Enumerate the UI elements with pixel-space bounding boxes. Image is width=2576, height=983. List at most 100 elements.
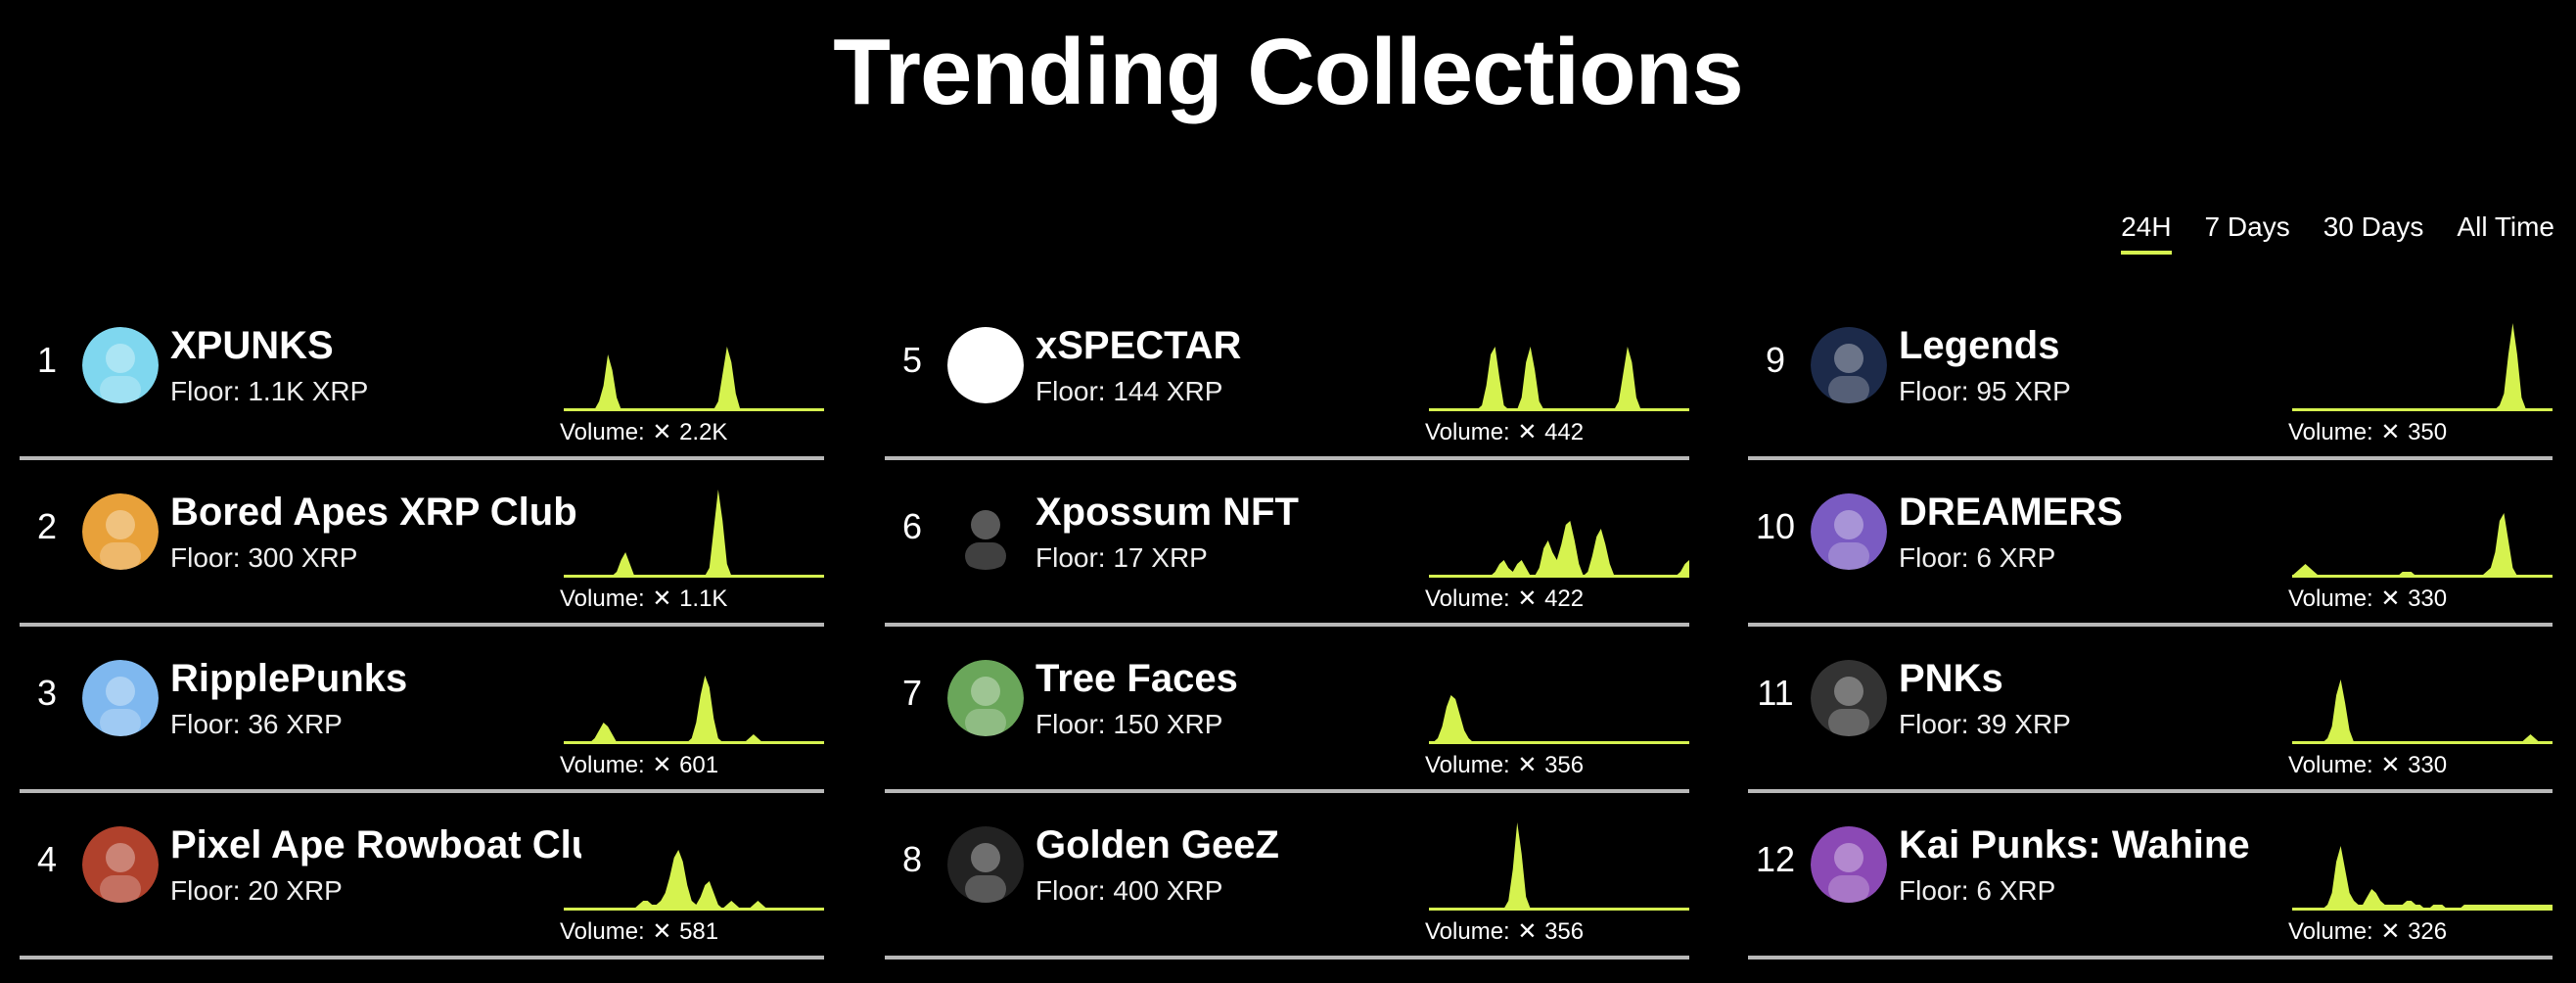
volume-sparkline (1429, 695, 1689, 744)
collection-avatar-image (82, 327, 159, 403)
row-divider (20, 456, 824, 460)
collection-name[interactable]: xSPECTAR (1035, 324, 1242, 367)
collection-rank: 12 (1755, 839, 1796, 879)
volume-value: 330 (2408, 752, 2448, 778)
sparkline-area (2292, 323, 2553, 409)
sparkline-area (1429, 695, 1689, 742)
collection-volume: Volume: ✕ 330 (2288, 582, 2447, 617)
sparkline-area (1429, 347, 1689, 409)
collection-row[interactable]: 7 Tree Faces Floor: 150 XRP Volume: ✕ 356 (885, 627, 1689, 793)
tab-all-time[interactable]: All Time (2457, 211, 2554, 242)
collection-rank: 11 (1757, 673, 1794, 713)
collection-row[interactable]: 5 xSPECTAR Floor: 144 XRP Volume: ✕ 442 (885, 294, 1689, 460)
collection-avatar[interactable] (947, 826, 1024, 903)
sparkline-area (1429, 521, 1689, 576)
collection-avatar[interactable] (82, 660, 159, 736)
collection-volume: Volume: ✕ 581 (560, 914, 718, 950)
collection-row[interactable]: 2 Bored Apes XRP Club Floor: 300 XRP Volume… (20, 460, 824, 627)
sparkline-area (1429, 822, 1689, 909)
collection-row[interactable]: 8 Golden GeeZ Floor: 400 XRP Volume: ✕ 356 (885, 793, 1689, 960)
collection-name[interactable]: Tree Faces (1035, 657, 1238, 700)
sparkline-area (2292, 513, 2553, 576)
xrp-icon: ✕ (652, 752, 672, 778)
collection-rank: 10 (1755, 506, 1796, 546)
collection-avatar-image (1811, 327, 1887, 403)
row-divider (1748, 789, 2553, 793)
collection-name[interactable]: DREAMERS (1899, 491, 2123, 534)
sparkline-baseline (564, 575, 824, 578)
collection-volume: Volume: ✕ 330 (2288, 748, 2447, 783)
xrp-icon: ✕ (2380, 419, 2401, 445)
volume-sparkline (2292, 323, 2553, 411)
collection-avatar[interactable] (947, 493, 1024, 570)
row-divider (1748, 623, 2553, 627)
collection-rank: 3 (36, 673, 58, 713)
collection-row[interactable]: 11 PNKs Floor: 39 XRP Volume: ✕ 330 (1748, 627, 2553, 793)
collection-name[interactable]: Xpossum NFT (1035, 491, 1299, 534)
collection-avatar[interactable] (82, 327, 159, 403)
collection-floor-price: Floor: 144 XRP (1035, 376, 1223, 406)
collection-name[interactable]: Kai Punks: Wahine (1899, 823, 2250, 866)
collection-name[interactable]: XPUNKS (170, 324, 334, 367)
row-divider (885, 623, 1689, 627)
collection-avatar[interactable] (1811, 660, 1887, 736)
collection-avatar[interactable] (1811, 327, 1887, 403)
collection-volume: Volume: ✕ 422 (1425, 582, 1584, 617)
collection-rank: 8 (901, 839, 923, 879)
collection-name[interactable]: Golden GeeZ (1035, 823, 1279, 866)
volume-sparkline (564, 490, 824, 578)
collection-avatar[interactable] (82, 826, 159, 903)
collection-row[interactable]: 6 Xpossum NFT Floor: 17 XRP Volume: ✕ 422 (885, 460, 1689, 627)
xrp-icon: ✕ (1517, 752, 1538, 778)
collection-floor-price: Floor: 17 XRP (1035, 542, 1208, 573)
collection-name[interactable]: RipplePunks (170, 657, 408, 700)
collection-row[interactable]: 9 Legends Floor: 95 XRP Volume: ✕ 350 (1748, 294, 2553, 460)
collection-avatar[interactable] (82, 493, 159, 570)
collection-name[interactable]: Legends (1899, 324, 2060, 367)
collection-row[interactable]: 1 XPUNKS Floor: 1.1K XRP Volume: ✕ 2.2K (20, 294, 824, 460)
collection-rank: 6 (901, 506, 923, 546)
volume-label: Volume: (560, 419, 645, 445)
sparkline-baseline (564, 908, 824, 911)
volume-value: 1.1K (679, 585, 728, 612)
volume-value: 581 (679, 918, 719, 945)
xrp-icon: ✕ (2380, 918, 2401, 945)
row-divider (1748, 956, 2553, 960)
collection-avatar[interactable] (947, 660, 1024, 736)
volume-label: Volume: (1425, 918, 1510, 945)
volume-sparkline (564, 347, 824, 411)
volume-label: Volume: (2288, 752, 2373, 778)
tab-7-days[interactable]: 7 Days (2204, 211, 2290, 242)
collection-row[interactable]: 4 Pixel Ape Rowboat Club Floor: 20 XRP Volu… (20, 793, 824, 960)
tab-30-days[interactable]: 30 Days (2323, 211, 2424, 242)
xrp-icon: ✕ (652, 585, 672, 612)
collection-floor-price: Floor: 6 XRP (1899, 542, 2056, 573)
xrp-icon: ✕ (1517, 918, 1538, 945)
sparkline-area (564, 490, 824, 576)
collection-avatar-image (82, 660, 159, 736)
sparkline-baseline (564, 741, 824, 744)
tab-24h[interactable]: 24H (2121, 208, 2172, 255)
xrp-icon: ✕ (2380, 585, 2401, 612)
collection-avatar[interactable] (1811, 826, 1887, 903)
volume-value: 326 (2408, 918, 2448, 945)
volume-sparkline (2292, 679, 2553, 744)
sparkline-baseline (564, 408, 824, 411)
collection-floor-price: Floor: 20 XRP (170, 875, 343, 906)
collection-avatar[interactable] (1811, 493, 1887, 570)
volume-sparkline (564, 676, 824, 744)
xrp-icon: ✕ (1517, 585, 1538, 612)
collection-volume: Volume: ✕ 356 (1425, 748, 1584, 783)
collection-row[interactable]: 10 DREAMERS Floor: 6 XRP Volume: ✕ 330 (1748, 460, 2553, 627)
collection-row[interactable]: 3 RipplePunks Floor: 36 XRP Volume: ✕ 601 (20, 627, 824, 793)
volume-value: 601 (679, 752, 719, 778)
collection-name[interactable]: Pixel Ape Rowboat Club (170, 823, 581, 866)
volume-value: 330 (2408, 585, 2448, 612)
page-title: Trending Collections (833, 20, 1743, 124)
collection-name[interactable]: PNKs (1899, 657, 2003, 700)
collection-row[interactable]: 12 Kai Punks: Wahine Floor: 6 XRP Volume: ✕… (1748, 793, 2553, 960)
collection-avatar[interactable] (947, 327, 1024, 403)
collection-name[interactable]: Bored Apes XRP Club (170, 491, 577, 534)
row-divider (885, 956, 1689, 960)
